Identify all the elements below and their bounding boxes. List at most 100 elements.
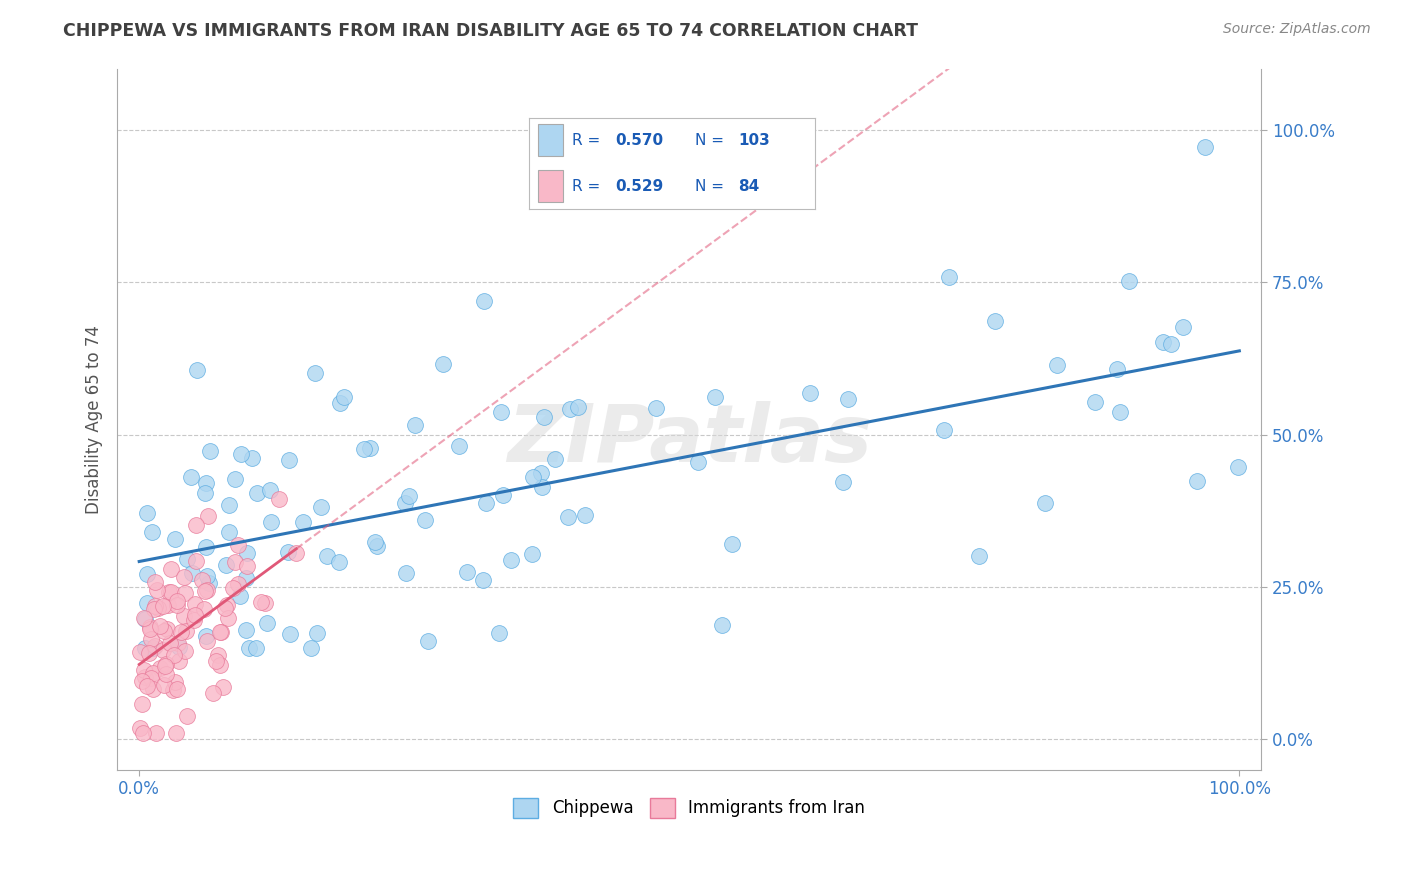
- Point: [139, 632, 162, 646]
- Point: [165, 675, 187, 690]
- Point: [1118, 274, 1140, 288]
- Point: [149, 661, 172, 675]
- Point: [184, 598, 207, 612]
- Point: [1194, 140, 1216, 154]
- Point: [170, 625, 193, 640]
- Point: [215, 598, 238, 612]
- Point: [148, 601, 170, 615]
- Point: [721, 536, 744, 550]
- Point: [129, 645, 152, 659]
- Point: [152, 599, 174, 613]
- Text: Source: ZipAtlas.com: Source: ZipAtlas.com: [1223, 22, 1371, 37]
- Point: [533, 410, 555, 425]
- Point: [492, 488, 515, 502]
- Point: [416, 633, 439, 648]
- Point: [201, 686, 224, 700]
- Point: [240, 451, 263, 466]
- Point: [557, 510, 579, 524]
- Point: [195, 583, 218, 598]
- Point: [163, 648, 186, 662]
- Point: [167, 640, 190, 654]
- Point: [228, 590, 250, 604]
- Point: [174, 644, 197, 658]
- Point: [932, 423, 955, 437]
- Point: [278, 627, 301, 641]
- Point: [166, 599, 188, 613]
- Point: [938, 270, 960, 285]
- Point: [176, 551, 198, 566]
- Point: [136, 566, 159, 581]
- Point: [256, 616, 278, 631]
- Point: [456, 566, 478, 580]
- Point: [238, 640, 260, 655]
- Point: [558, 401, 581, 416]
- Point: [837, 392, 859, 406]
- Point: [245, 640, 267, 655]
- Point: [292, 515, 315, 529]
- Point: [195, 633, 218, 648]
- Point: [157, 584, 180, 599]
- Point: [688, 454, 710, 468]
- Point: [353, 442, 375, 456]
- Point: [574, 508, 596, 522]
- Point: [246, 485, 269, 500]
- Point: [305, 626, 328, 640]
- Point: [235, 623, 257, 637]
- Point: [711, 617, 734, 632]
- Point: [194, 583, 217, 598]
- Point: [136, 596, 159, 610]
- Point: [132, 611, 155, 625]
- Point: [152, 643, 174, 657]
- Point: [167, 654, 190, 668]
- Point: [180, 566, 202, 580]
- Point: [277, 453, 299, 467]
- Point: [544, 451, 567, 466]
- Point: [645, 401, 668, 415]
- Point: [159, 636, 181, 650]
- Point: [180, 470, 202, 484]
- Point: [209, 658, 232, 673]
- Point: [285, 546, 308, 560]
- Point: [142, 602, 165, 616]
- Point: [153, 658, 176, 673]
- Point: [134, 612, 156, 626]
- Point: [315, 549, 337, 563]
- Point: [191, 573, 214, 587]
- Point: [1160, 336, 1182, 351]
- Point: [134, 669, 156, 683]
- Point: [136, 507, 159, 521]
- Point: [166, 594, 188, 608]
- Legend: Chippewa, Immigrants from Iran: Chippewa, Immigrants from Iran: [506, 791, 872, 825]
- Point: [472, 293, 495, 308]
- Point: [704, 390, 727, 404]
- Point: [530, 479, 553, 493]
- Point: [1107, 362, 1129, 376]
- Point: [235, 546, 257, 560]
- Point: [432, 357, 454, 371]
- Point: [198, 576, 221, 591]
- Point: [309, 500, 332, 515]
- Point: [152, 624, 174, 638]
- Point: [156, 622, 179, 636]
- Point: [1084, 395, 1107, 409]
- Point: [333, 390, 356, 404]
- Point: [166, 682, 188, 697]
- Point: [364, 535, 387, 549]
- Point: [155, 657, 177, 672]
- Point: [143, 639, 166, 653]
- Point: [359, 441, 381, 455]
- Point: [195, 569, 218, 583]
- Point: [166, 636, 188, 650]
- Text: CHIPPEWA VS IMMIGRANTS FROM IRAN DISABILITY AGE 65 TO 74 CORRELATION CHART: CHIPPEWA VS IMMIGRANTS FROM IRAN DISABIL…: [63, 22, 918, 40]
- Point: [138, 646, 160, 660]
- Point: [1227, 460, 1250, 475]
- Point: [204, 654, 226, 668]
- Point: [395, 566, 418, 581]
- Point: [984, 314, 1007, 328]
- Point: [228, 538, 250, 552]
- Point: [218, 524, 240, 539]
- Text: ZIPatlas: ZIPatlas: [506, 401, 872, 479]
- Point: [259, 483, 281, 497]
- Point: [235, 571, 257, 585]
- Point: [162, 683, 184, 698]
